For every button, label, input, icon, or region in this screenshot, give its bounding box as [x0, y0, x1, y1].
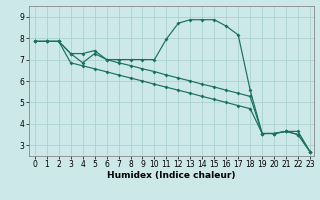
- X-axis label: Humidex (Indice chaleur): Humidex (Indice chaleur): [107, 171, 236, 180]
